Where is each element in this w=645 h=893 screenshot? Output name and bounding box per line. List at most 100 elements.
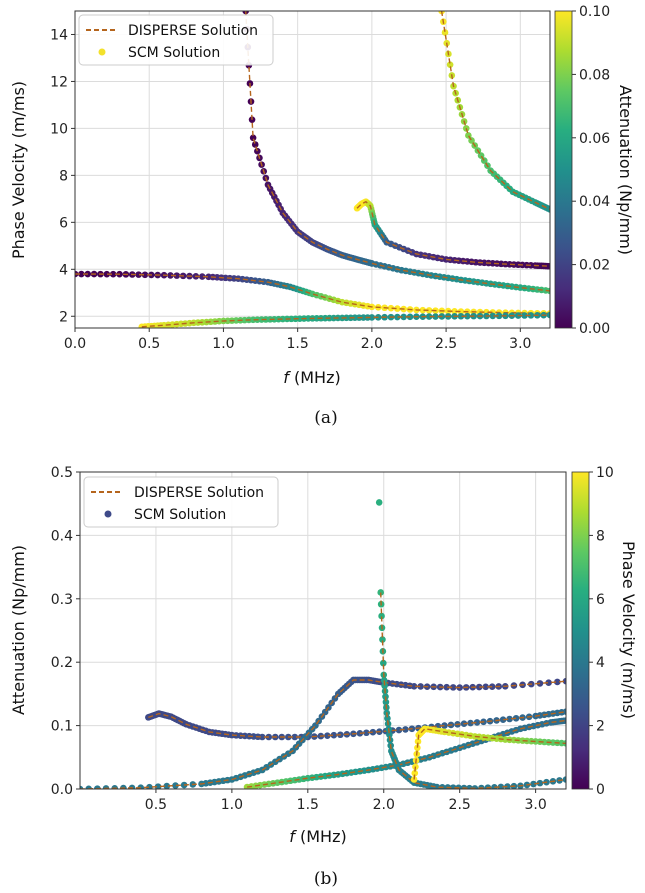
y-tick-label: 10 (50, 121, 68, 137)
legend-b-scm-label: SCM Solution (134, 507, 226, 523)
scm-point (527, 312, 535, 319)
chart-a-xlabel: f (MHz) (283, 368, 340, 387)
y-tick-label: 2 (59, 309, 68, 325)
chart-b-caption: (b) (314, 869, 338, 889)
series-mode-D (75, 270, 550, 317)
x-tick-label: 2.0 (361, 336, 383, 352)
scm-point (109, 270, 117, 278)
colorbar-tick-label: 8 (596, 528, 605, 544)
scm-point (554, 678, 561, 686)
x-tick-label: 1.5 (297, 797, 319, 813)
scm-point (375, 499, 383, 506)
y-tick-label: 0.3 (51, 592, 73, 608)
scm-point (394, 313, 401, 321)
disperse-line (356, 200, 550, 267)
scm-point (441, 29, 449, 36)
scm-point (562, 776, 566, 783)
scm-point (379, 636, 386, 643)
scm-point (381, 682, 388, 690)
scm-point (363, 729, 370, 737)
series-mode-2 (80, 676, 566, 789)
series-mode-E (138, 311, 550, 328)
disperse-line (148, 711, 566, 738)
scm-point (414, 738, 422, 745)
scm-point (382, 698, 390, 706)
y-tick-label: 0.1 (51, 719, 73, 735)
disperse-line (80, 679, 566, 789)
scm-point (473, 719, 481, 726)
scm-point (546, 262, 550, 270)
scm-point (451, 308, 458, 315)
colorbar-tick-label: 0 (596, 782, 605, 798)
scm-point (425, 307, 433, 314)
colorbar-tick-label: 0.08 (579, 67, 610, 83)
disperse-line (371, 262, 550, 292)
scm-point (380, 659, 387, 667)
colorbar-a-label: Attenuation (Np/mm) (616, 85, 635, 255)
scm-point (291, 733, 299, 741)
y-tick-label: 0.4 (51, 528, 73, 544)
scm-point (562, 708, 566, 715)
x-tick-label: 1.5 (287, 336, 309, 352)
scm-point (384, 715, 391, 722)
x-tick-label: 0.5 (138, 336, 160, 352)
scm-point (414, 744, 421, 752)
series-mode-3 (243, 717, 566, 789)
scm-point (402, 726, 409, 733)
disperse-line (440, 11, 550, 211)
scm-point (324, 732, 331, 739)
colorbar-tick-label: 0.02 (579, 258, 610, 274)
scm-point (419, 306, 427, 314)
scm-point (254, 147, 261, 155)
scm-point (482, 683, 490, 691)
scm-point (135, 271, 142, 278)
chart-b-xlabel: f (MHz) (289, 827, 346, 846)
scm-point (432, 313, 439, 320)
x-tick-label: 2.5 (449, 797, 471, 813)
scm-point (380, 677, 388, 684)
scm-point (536, 779, 544, 787)
scm-point (163, 782, 171, 789)
legend-b-scm-swatch (104, 510, 112, 518)
x-tick-label: 0.5 (145, 797, 167, 813)
legend-a-disperse-label: DISPERSE Solution (128, 23, 258, 39)
y-tick-label: 6 (59, 215, 68, 231)
disperse-line (380, 592, 566, 789)
disperse-line (75, 273, 550, 315)
scm-point (446, 61, 454, 68)
colorbar-tick-label: 0.06 (579, 131, 610, 147)
scm-point (441, 722, 448, 729)
x-tick-label: 1.0 (221, 797, 243, 813)
scm-point (457, 308, 465, 315)
legend-a-scm-swatch (98, 48, 106, 56)
series-mode-4 (377, 589, 566, 789)
scm-point (410, 682, 418, 690)
series-mode-5 (410, 725, 566, 783)
series-outlier (375, 499, 383, 506)
y-tick-label: 8 (59, 168, 68, 184)
x-tick-label: 3.0 (509, 336, 531, 352)
chart-a-grid (74, 11, 550, 328)
scm-point (425, 313, 433, 320)
scm-point (545, 679, 552, 686)
colorbar-tick-label: 2 (596, 719, 605, 735)
scm-point (504, 783, 511, 789)
scm-point (249, 134, 257, 142)
colorbar-a-ticks: 0.00 0.02 0.04 0.06 0.08 0.10 (572, 4, 610, 337)
y-tick-label: 4 (59, 262, 68, 278)
scm-point (506, 715, 513, 723)
y-tick-label: 12 (50, 74, 68, 90)
chart-b-marks (80, 499, 566, 789)
scm-point (395, 726, 403, 734)
scm-point (141, 271, 149, 279)
series-mode-A-tail (368, 260, 550, 295)
legend-a-scm-label: SCM Solution (128, 45, 220, 61)
legend-b-disperse-label: DISPERSE Solution (134, 485, 264, 501)
chart-b-ylabel: Attenuation (Np/mm) (9, 545, 28, 715)
colorbar-tick-label: 0.10 (579, 4, 610, 20)
colorbar-tick-label: 0.04 (579, 194, 610, 210)
disperse-line (141, 314, 550, 328)
chart-b-ticks: 0.5 1.0 1.5 2.0 2.5 3.0 0.0 0.1 0.2 0.3 0.4 0.5 (51, 465, 547, 813)
chart-a-legend: DISPERSE Solution SCM Solution (78, 14, 274, 66)
colorbar-a (554, 10, 573, 329)
